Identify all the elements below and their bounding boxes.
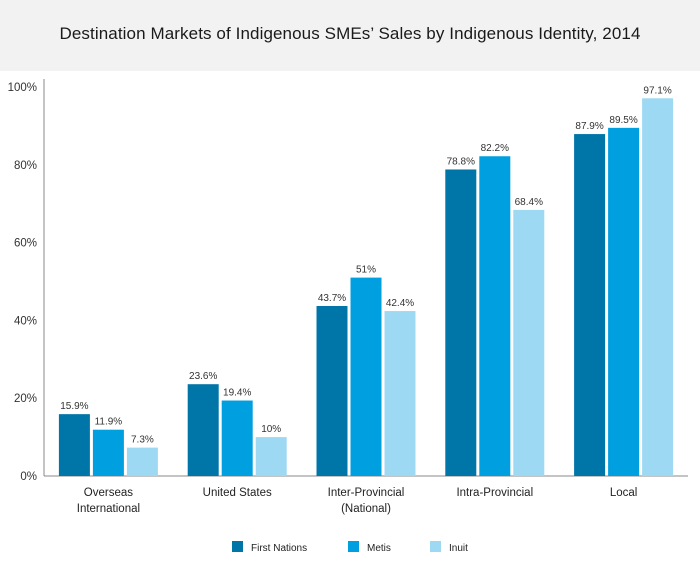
bar [445,169,477,476]
data-label: 51% [356,265,376,276]
chart-title-bar: Destination Markets of Indigenous SMEs’ … [0,0,700,71]
legend-label: Inuit [449,543,468,554]
data-label: 43.7% [318,293,346,304]
data-label: 11.9% [95,417,123,428]
data-label: 97.1% [643,85,671,96]
y-tick-label: 100% [8,82,37,94]
y-tick-label: 60% [14,238,37,250]
bar [126,447,158,476]
chart-title: Destination Markets of Indigenous SMEs’ … [59,23,641,43]
bar [92,429,124,476]
data-label: 7.3% [131,435,154,446]
data-label: 42.4% [386,298,414,309]
data-label: 87.9% [575,121,603,132]
x-category-label: Local [610,487,638,499]
data-label: 78.8% [447,156,475,167]
legend-swatch [348,541,359,552]
bar [58,414,90,476]
bar [608,127,640,476]
legend-label: Metis [367,543,391,554]
data-label: 89.5% [609,115,637,126]
bar [513,209,545,476]
bar [350,277,382,476]
bar [255,437,287,476]
y-tick-label: 80% [14,160,37,172]
x-category-label: Intra-Provincial [456,487,533,499]
y-tick-label: 20% [14,393,37,405]
bar [642,98,674,476]
x-category-label: United States [203,487,272,499]
data-label: 15.9% [60,401,88,412]
legend-label: First Nations [251,543,307,554]
bar [221,400,253,476]
bar [187,384,219,476]
bar [479,156,511,476]
data-label: 10% [261,424,281,435]
x-category-label: Overseas [84,487,133,499]
bar [316,306,348,476]
data-label: 82.2% [481,143,509,154]
legend-swatch [430,541,441,552]
y-tick-label: 0% [20,471,37,483]
x-category-label: Inter-Provincial [328,487,405,499]
bar [384,311,416,476]
x-category-label: International [77,503,140,515]
x-category-label: (National) [341,503,391,515]
legend-swatch [232,541,243,552]
data-label: 68.4% [515,197,543,208]
bar [574,134,606,476]
data-label: 19.4% [223,388,251,399]
data-label: 23.6% [189,371,217,382]
y-tick-label: 40% [14,315,37,327]
